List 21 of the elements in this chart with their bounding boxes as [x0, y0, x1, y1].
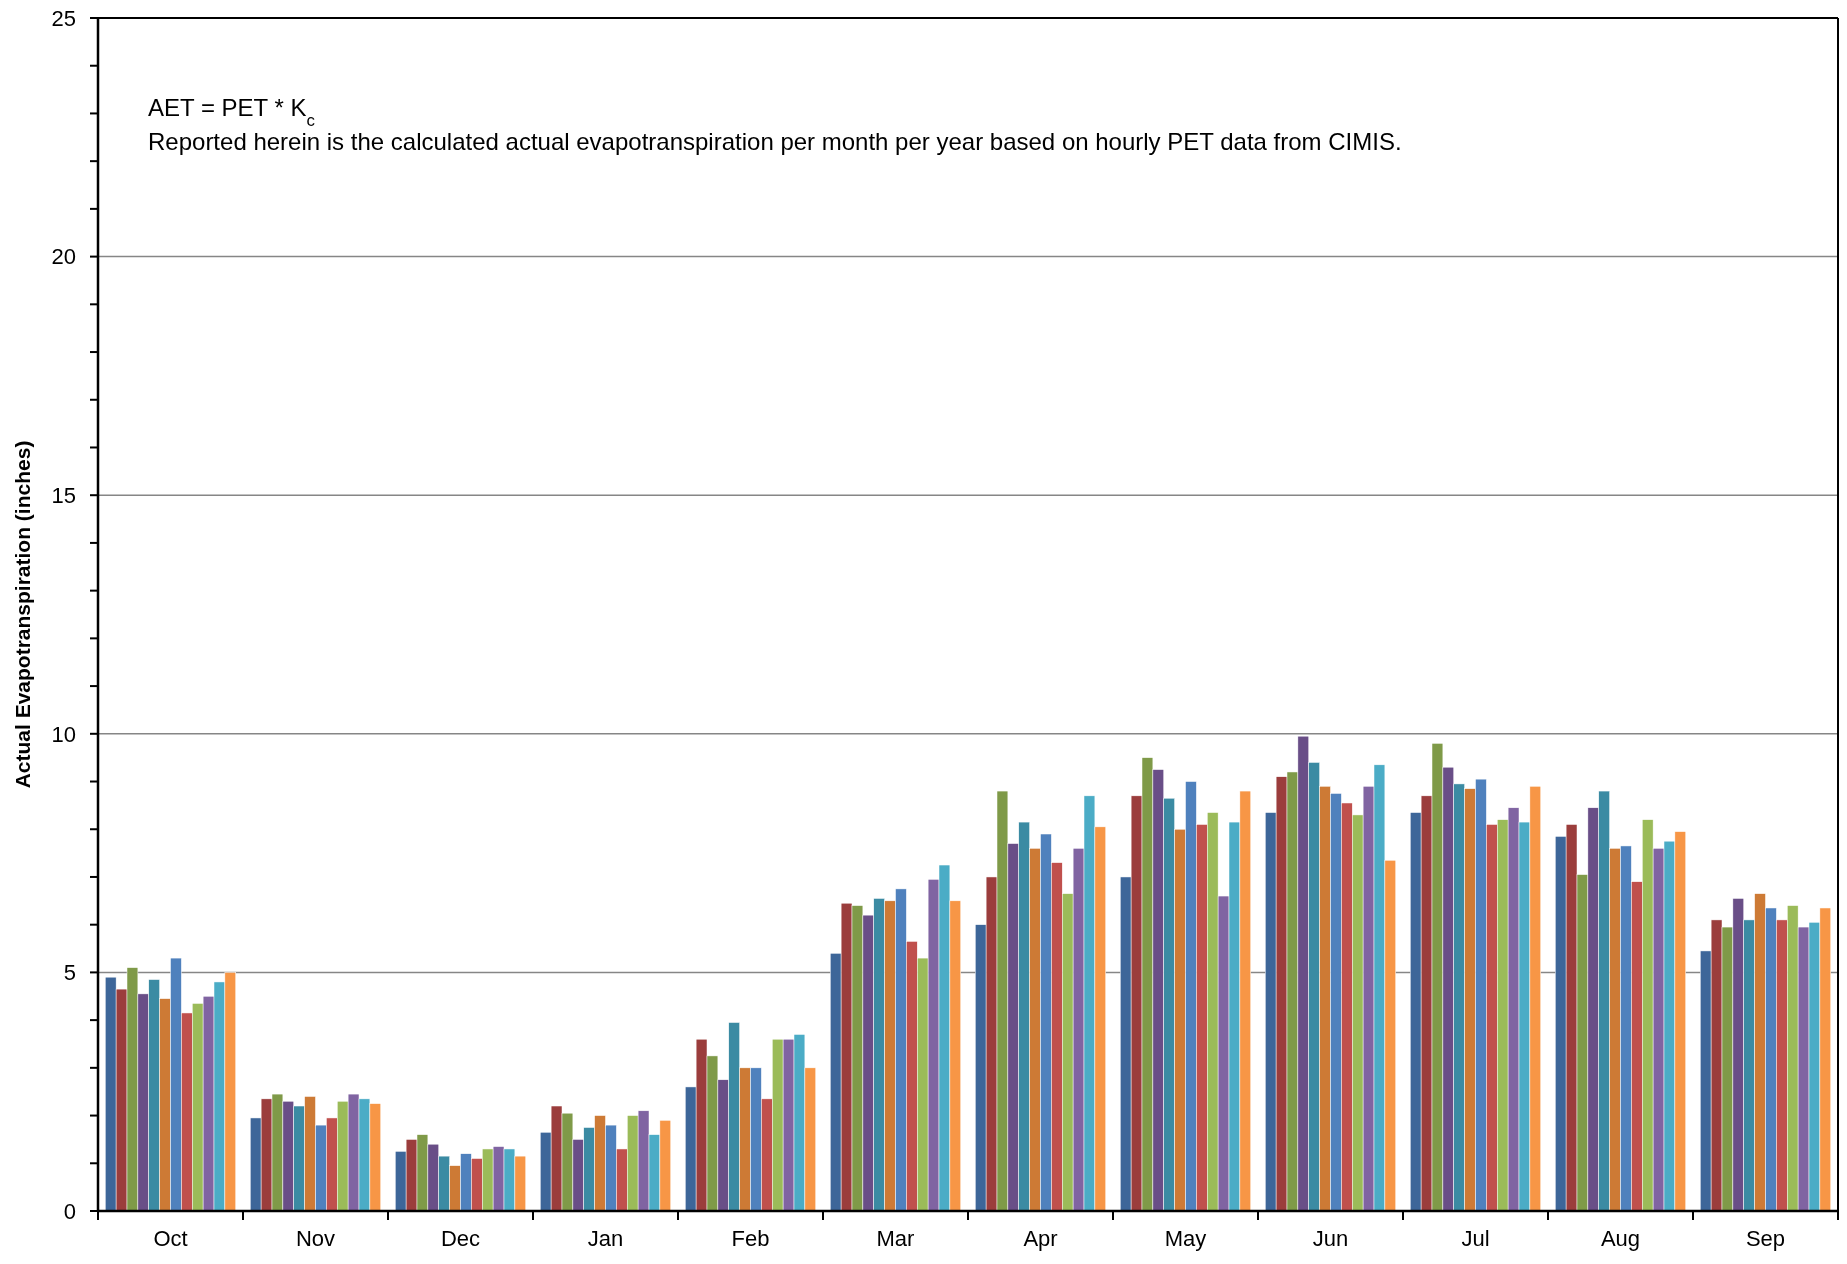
y-tick-label: 0	[63, 1198, 76, 1224]
y-tick-label: 5	[63, 960, 76, 986]
annotation: Reported herein is the calculated actual evapotranspiration per month per year based on hourly PET data from CIMIS.	[148, 128, 1402, 155]
x-tick-label: Jun	[1312, 1226, 1349, 1251]
x-tick-label: Nov	[295, 1226, 336, 1251]
x-tick-label: Apr	[1023, 1226, 1058, 1251]
x-tick-label: Jan	[587, 1226, 624, 1251]
x-tick-label: Sep	[1745, 1226, 1786, 1251]
x-tick-label: Oct	[153, 1226, 188, 1251]
x-tick-label: May	[1164, 1226, 1207, 1251]
y-tick-label: 25	[51, 5, 76, 31]
y-axis-title: Actual Evapotranspiration (inches)	[11, 440, 34, 789]
x-tick-label: Dec	[440, 1226, 481, 1251]
x-tick-label: Feb	[731, 1226, 770, 1251]
x-tick-label: Aug	[1600, 1226, 1641, 1251]
y-tick-label: 10	[51, 721, 76, 747]
y-tick-label: 20	[51, 244, 76, 270]
x-tick-label: Jul	[1461, 1226, 1490, 1251]
annotation: AET = PET * K$_{c}$	[148, 94, 315, 130]
y-tick-label: 15	[51, 482, 76, 508]
x-tick-label: Mar	[876, 1226, 915, 1251]
